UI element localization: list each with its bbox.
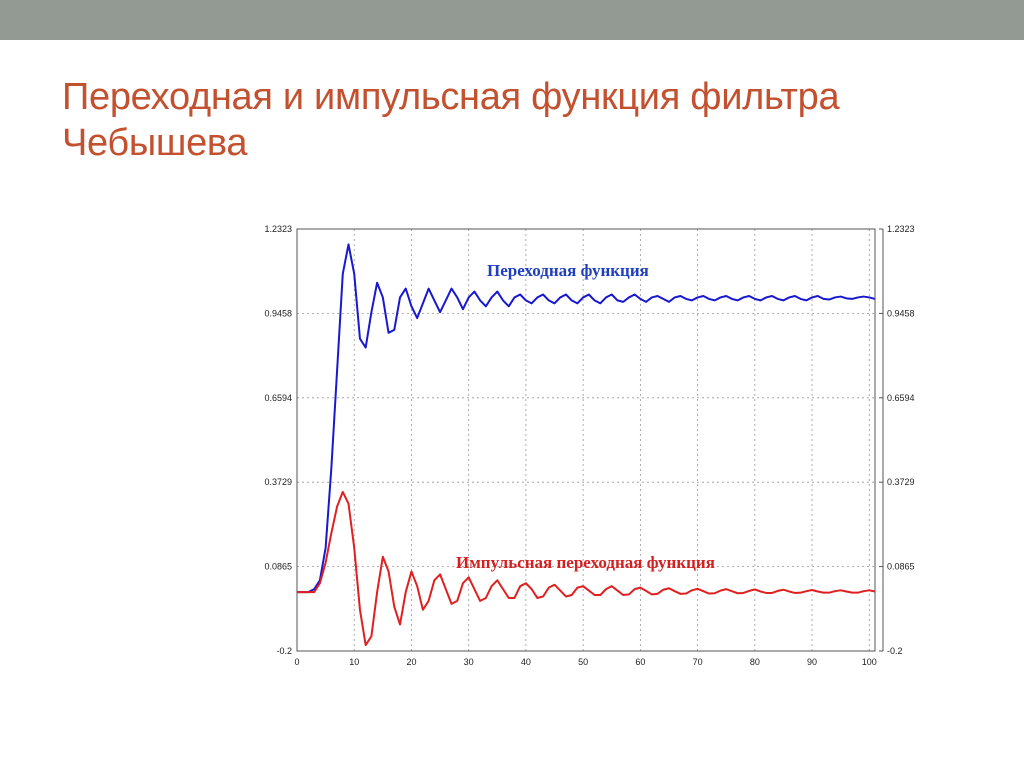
tick-labels: 0 10 20 30 40 50 60 70 80 90 100 1.2323 1.2323 0.9458… <box>264 224 914 667</box>
plot-frame <box>296 228 876 652</box>
x-tick-label: 50 <box>578 657 588 667</box>
annotation-impulse: Импульсная переходная функция <box>456 553 715 572</box>
y-tick-label-right: 0.6594 <box>887 393 915 403</box>
y-tick-label-right: -0.2 <box>887 646 903 656</box>
y-tick-label-left: 1.2323 <box>264 224 292 234</box>
x-tick-label: 20 <box>406 657 416 667</box>
x-tick-label: 10 <box>349 657 359 667</box>
top-bar <box>0 0 1024 40</box>
y-tick-label-left: 0.6594 <box>264 393 292 403</box>
y-tick-label-right: 0.3729 <box>887 477 915 487</box>
x-tick-label: 100 <box>862 657 877 667</box>
x-tick-label: 70 <box>693 657 703 667</box>
chart-svg: 0 10 20 30 40 50 60 70 80 90 100 1.2323 1.2323 0.9458… <box>264 224 914 667</box>
x-tick-label: 90 <box>807 657 817 667</box>
annotation-step: Переходная функция <box>487 261 649 280</box>
x-tick-label: 80 <box>750 657 760 667</box>
y-tick-label-left: 0.3729 <box>264 477 292 487</box>
x-tick-label: 40 <box>521 657 531 667</box>
series-lines <box>297 243 876 647</box>
y-tick-label-right: 0.0865 <box>887 562 915 572</box>
x-tick-label: 30 <box>464 657 474 667</box>
x-tick-label: 0 <box>294 657 299 667</box>
y-tick-label-right: 0.9458 <box>887 308 915 318</box>
x-tick-label: 60 <box>635 657 645 667</box>
slide-title: Переходная и импульсная функция фильтра … <box>62 76 840 164</box>
series-line-impulse <box>297 490 876 647</box>
series-line-step <box>297 243 876 594</box>
chart-figure: 0 10 20 30 40 50 60 70 80 90 100 1.2323 1.2323 0.9458… <box>240 220 920 670</box>
y-tick-label-right: 1.2323 <box>887 224 915 234</box>
y-tick-label-left: 0.9458 <box>264 308 292 318</box>
y-tick-label-left: -0.2 <box>276 646 292 656</box>
y-tick-label-left: 0.0865 <box>264 562 292 572</box>
